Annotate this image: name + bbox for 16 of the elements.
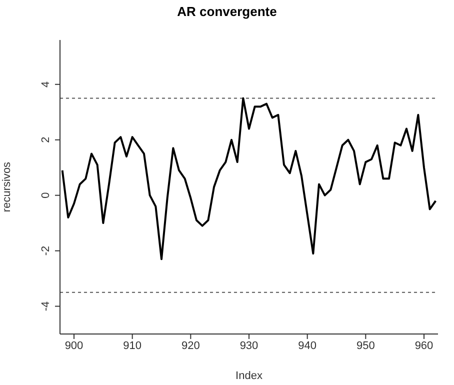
y-tick-label: 4 — [40, 81, 52, 88]
x-tick-label: 910 — [123, 340, 142, 352]
x-tick-label: 950 — [356, 340, 375, 352]
x-tick-label: 920 — [181, 340, 200, 352]
y-tick-label: -4 — [40, 301, 52, 312]
y-tick-label: -2 — [40, 246, 52, 256]
y-axis-title: recursivos — [0, 161, 13, 212]
x-axis-title: Index — [236, 370, 263, 382]
chart-title: AR convergente — [176, 4, 278, 19]
y-tick-label: 0 — [40, 192, 52, 198]
x-tick-label: 940 — [298, 340, 317, 352]
y-tick-label: 2 — [40, 136, 52, 143]
x-tick-label: 960 — [414, 340, 434, 352]
x-tick-label: 930 — [240, 340, 258, 352]
line-series — [61, 97, 437, 260]
x-tick-label: 900 — [64, 340, 84, 352]
